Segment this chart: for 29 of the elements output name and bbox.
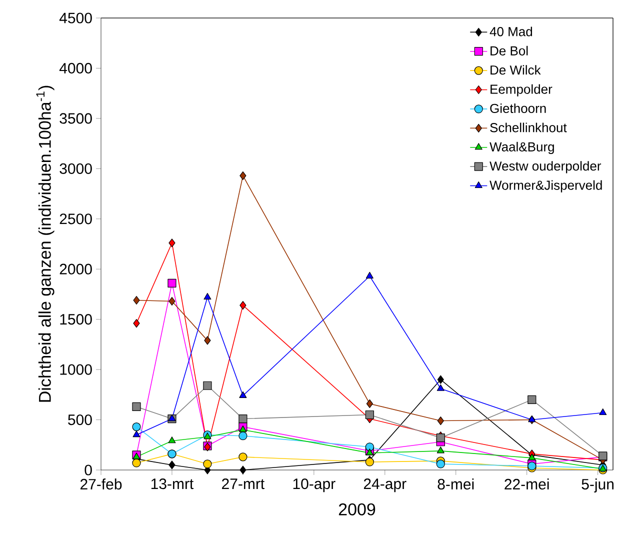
y-tick-label: 2000 [60,264,92,274]
y-axis-title: Dichtheid alle ganzen (individuen.100ha$^{-1}$) [36,86,54,402]
x-tick-label: 10-apr [293,478,336,492]
legend-label: Westw ouderpolder [490,161,602,174]
y-tick-label: 4500 [59,12,92,24]
legend-label: Schellinkhout [490,122,567,132]
x-tick-label: 22-mei [504,478,549,490]
x-tick-label: 8-mei [438,478,474,490]
y-tick-label: 3000 [60,163,92,174]
y-tick-label: 0 [84,464,92,476]
x-tick-label: 5-jun [582,478,614,492]
y-tick-label: 1000 [60,364,92,375]
legend-label: Eempolder [490,84,552,96]
y-tick-label: 500 [68,414,92,426]
legend-label: Wormer&Jisperveld [490,180,602,192]
legend-label: Waal&Burg [490,142,554,154]
x-tick-label: 24-apr [364,478,406,492]
y-tick-label: 2500 [60,214,92,224]
legend-label: De Bol [490,46,528,56]
x-tick-label: 27-feb [80,478,122,490]
y-tick-label: 1500 [60,314,92,325]
legend-label: 40 Mad [490,26,532,36]
legend-label: De Wilck [490,65,541,75]
y-tick-label: 3500 [60,113,92,124]
x-axis-title: 2009 [338,503,376,516]
x-tick-label: 13-mrt [151,478,194,490]
y-tick-label: 4000 [59,62,92,74]
x-tick-label: 27-mrt [222,478,264,490]
legend-label: Giethoorn [490,103,546,114]
